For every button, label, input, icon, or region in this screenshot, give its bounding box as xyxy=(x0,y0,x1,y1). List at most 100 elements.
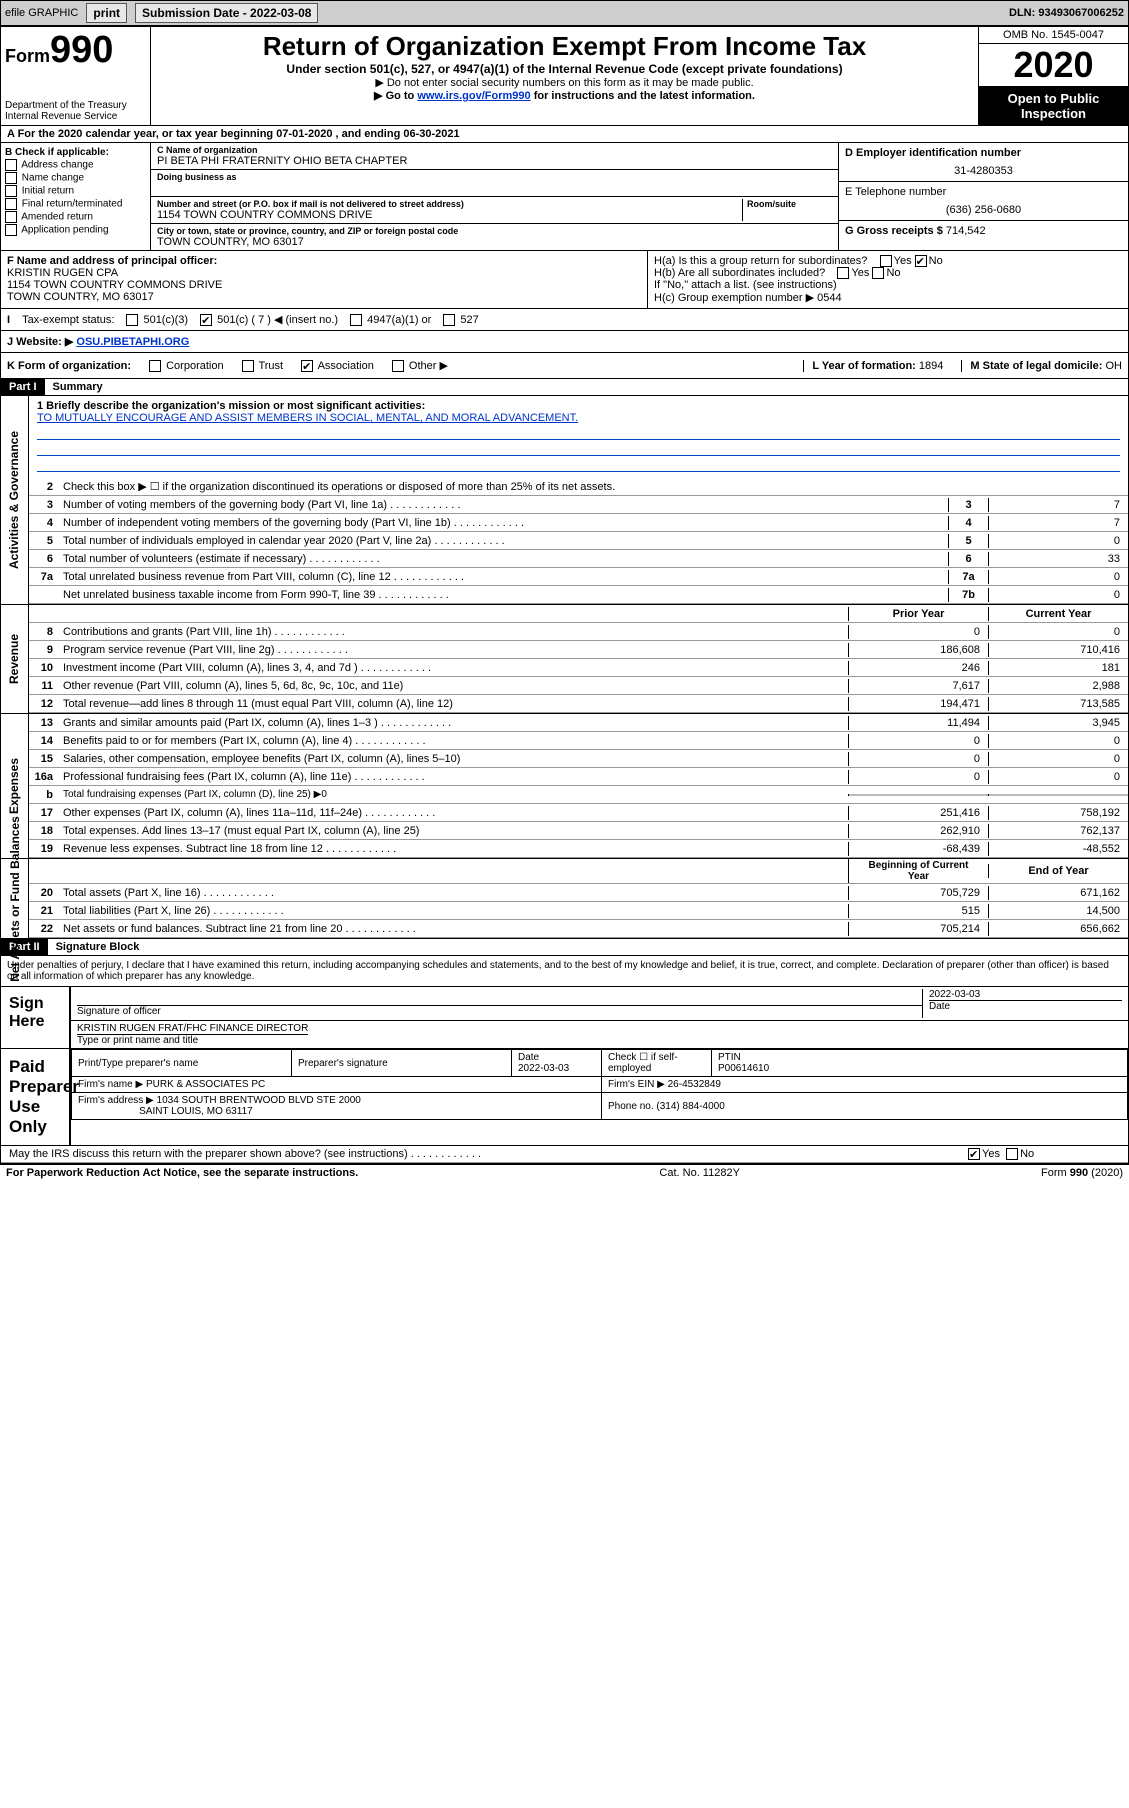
discuss-no: No xyxy=(1020,1148,1034,1160)
efile-label: efile GRAPHIC xyxy=(5,7,78,19)
sig-date-label: Date xyxy=(929,1000,1122,1012)
print-button[interactable]: print xyxy=(86,3,127,23)
line7b: Net unrelated business taxable income fr… xyxy=(59,588,948,602)
line16b: Total fundraising expenses (Part IX, col… xyxy=(59,788,848,801)
line8: Contributions and grants (Part VIII, lin… xyxy=(59,625,848,639)
mission-box: 1 Briefly describe the organization's mi… xyxy=(29,396,1128,478)
firm-phone-label: Phone no. xyxy=(608,1101,654,1112)
tax-year: 2020 xyxy=(979,44,1128,87)
ha-yes-checkbox[interactable] xyxy=(880,255,892,267)
form-org-label: K Form of organization: xyxy=(7,360,131,372)
c18: 762,137 xyxy=(988,824,1128,838)
initial-return-label: Initial return xyxy=(22,186,74,197)
officer-addr2: TOWN COUNTRY, MO 63017 xyxy=(7,291,641,303)
ha-no-checkbox[interactable] xyxy=(915,255,927,267)
sig-date: 2022-03-03 xyxy=(929,989,1122,1000)
submission-date-button[interactable]: Submission Date - 2022-03-08 xyxy=(135,3,318,23)
name-change-checkbox[interactable] xyxy=(5,172,17,184)
amended-return-label: Amended return xyxy=(21,212,93,223)
trust-checkbox[interactable] xyxy=(242,360,254,372)
form-year-block: OMB No. 1545-0047 2020 Open to Public In… xyxy=(978,27,1128,125)
527-checkbox[interactable] xyxy=(443,314,455,326)
discuss-yes-checkbox[interactable] xyxy=(968,1148,980,1160)
address-change-label: Address change xyxy=(21,160,93,171)
initial-return-checkbox[interactable] xyxy=(5,185,17,197)
501c3-checkbox[interactable] xyxy=(126,314,138,326)
p13: 11,494 xyxy=(848,716,988,730)
p10: 246 xyxy=(848,661,988,675)
c21: 14,500 xyxy=(988,904,1128,918)
corp-label: Corporation xyxy=(166,360,223,372)
line17: Other expenses (Part IX, column (A), lin… xyxy=(59,806,848,820)
revenue-block: Revenue Prior YearCurrent Year 8Contribu… xyxy=(0,605,1129,714)
line12: Total revenue—add lines 8 through 11 (mu… xyxy=(59,697,848,711)
p16a: 0 xyxy=(848,770,988,784)
firm-name-label: Firm's name ▶ xyxy=(78,1079,143,1090)
mission-text[interactable]: TO MUTUALLY ENCOURAGE AND ASSIST MEMBERS… xyxy=(37,412,578,424)
eoy-hdr: End of Year xyxy=(988,864,1128,878)
side-netassets: Net Assets or Fund Balances xyxy=(1,859,29,938)
website-link[interactable]: OSU.PIBETAPHI.ORG xyxy=(76,336,189,348)
p16b-shade xyxy=(848,794,988,796)
street-address: 1154 TOWN COUNTRY COMMONS DRIVE xyxy=(157,209,742,221)
footer-row: For Paperwork Reduction Act Notice, see … xyxy=(0,1164,1129,1181)
discuss-question: May the IRS discuss this return with the… xyxy=(1,1147,968,1161)
hb-no: No xyxy=(886,267,900,279)
form-prefix: Form xyxy=(5,46,50,66)
ptin-val: P00614610 xyxy=(718,1063,769,1074)
amended-return-checkbox[interactable] xyxy=(5,211,17,223)
501c-checkbox[interactable] xyxy=(200,314,212,326)
part2-title: Signature Block xyxy=(48,939,148,955)
other-label: Other ▶ xyxy=(409,360,448,372)
4947-checkbox[interactable] xyxy=(350,314,362,326)
sig-name-label: Type or print name and title xyxy=(77,1034,308,1046)
line5: Total number of individuals employed in … xyxy=(59,534,948,548)
sig-name: KRISTIN RUGEN FRAT/FHC FINANCE DIRECTOR xyxy=(77,1023,308,1034)
p15: 0 xyxy=(848,752,988,766)
discuss-yes: Yes xyxy=(982,1148,1000,1160)
other-checkbox[interactable] xyxy=(392,360,404,372)
address-change-checkbox[interactable] xyxy=(5,159,17,171)
tax-exempt-row: ITax-exempt status: 501(c)(3) 501(c) ( 7… xyxy=(0,309,1129,331)
gross-receipts-value: 714,542 xyxy=(946,225,986,237)
app-pending-checkbox[interactable] xyxy=(5,224,17,236)
final-return-checkbox[interactable] xyxy=(5,198,17,210)
prep-selfemp: Check ☐ if self-employed xyxy=(602,1050,712,1077)
ein-value: 31-4280353 xyxy=(845,159,1122,177)
c11: 2,988 xyxy=(988,679,1128,693)
sig-officer-label: Signature of officer xyxy=(77,1006,161,1017)
discuss-no-checkbox[interactable] xyxy=(1006,1148,1018,1160)
p17: 251,416 xyxy=(848,806,988,820)
final-return-label: Final return/terminated xyxy=(22,199,123,210)
line22: Net assets or fund balances. Subtract li… xyxy=(59,922,848,936)
firm-ein: 26-4532849 xyxy=(668,1079,721,1090)
form990-link[interactable]: www.irs.gov/Form990 xyxy=(417,90,530,102)
hb-yes-checkbox[interactable] xyxy=(837,267,849,279)
cat-no: Cat. No. 11282Y xyxy=(659,1167,740,1179)
prior-year-hdr: Prior Year xyxy=(848,607,988,621)
line18: Total expenses. Add lines 13–17 (must eq… xyxy=(59,824,848,838)
ha-yes: Yes xyxy=(894,255,912,267)
activities-governance-block: Activities & Governance 1 Briefly descri… xyxy=(0,396,1129,605)
expenses-block: Expenses 13Grants and similar amounts pa… xyxy=(0,714,1129,859)
c20: 671,162 xyxy=(988,886,1128,900)
hb-no-checkbox[interactable] xyxy=(872,267,884,279)
ssn-note: ▶ Do not enter social security numbers o… xyxy=(155,76,974,89)
p12: 194,471 xyxy=(848,697,988,711)
val3: 7 xyxy=(988,498,1128,512)
top-toolbar: efile GRAPHIC print Submission Date - 20… xyxy=(0,0,1129,26)
c8: 0 xyxy=(988,625,1128,639)
4947-label: 4947(a)(1) or xyxy=(367,314,431,326)
corp-checkbox[interactable] xyxy=(149,360,161,372)
dept-irs: Internal Revenue Service xyxy=(5,111,146,122)
p20: 705,729 xyxy=(848,886,988,900)
val4: 7 xyxy=(988,516,1128,530)
goto-suffix: for instructions and the latest informat… xyxy=(531,90,755,102)
paid-preparer-label: Paid Preparer Use Only xyxy=(1,1049,71,1145)
domicile: OH xyxy=(1106,360,1123,372)
line4: Number of independent voting members of … xyxy=(59,516,948,530)
assoc-checkbox[interactable] xyxy=(301,360,313,372)
box-f: F Name and address of principal officer:… xyxy=(1,251,648,308)
website-label: J Website: ▶ xyxy=(7,336,73,348)
ein-label: D Employer identification number xyxy=(845,147,1021,159)
